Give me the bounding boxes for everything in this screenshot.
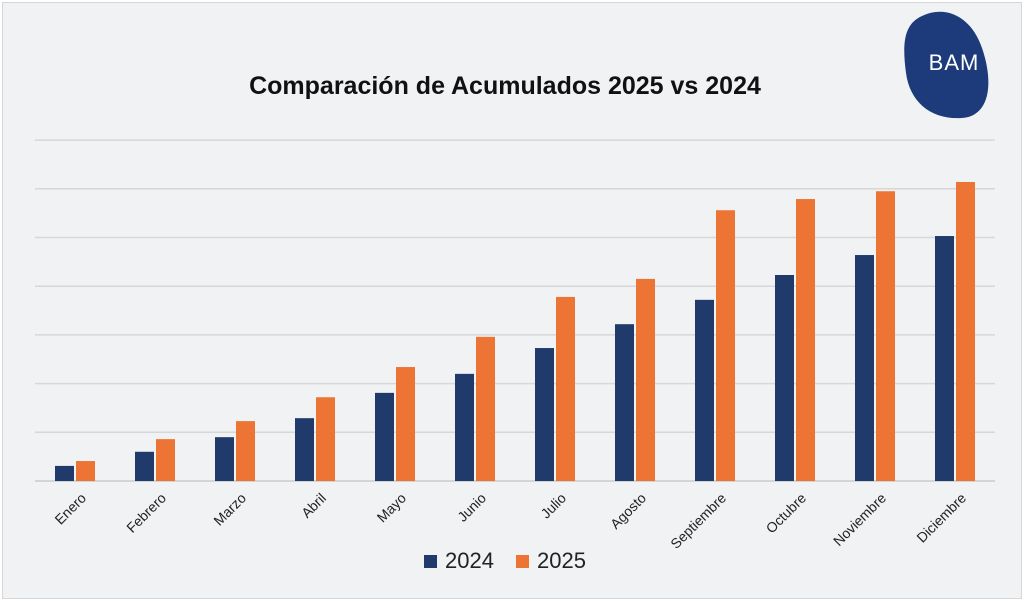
bar-2024-abril	[295, 418, 314, 481]
bar-2025-agosto	[636, 278, 655, 481]
x-tick-label: Febrero	[123, 490, 169, 536]
x-tick-label: Marzo	[210, 490, 249, 529]
bar-2025-noviembre	[876, 191, 895, 482]
x-tick-label: Octubre	[763, 490, 810, 537]
bar-2024-agosto	[615, 324, 634, 481]
x-tick-label: Abril	[298, 490, 329, 521]
logo-text: BAM	[928, 50, 980, 75]
bar-2025-junio	[476, 336, 495, 481]
legend-label: 2025	[537, 548, 586, 573]
bar-2024-junio	[455, 373, 474, 481]
bar-2024-mayo	[375, 392, 394, 481]
legend-label: 2024	[445, 548, 494, 573]
x-tick-label: Diciembre	[913, 490, 969, 546]
chart-title: Comparación de Acumulados 2025 vs 2024	[249, 72, 761, 100]
bar-2025-febrero	[156, 439, 175, 481]
x-tick-label: Septiembre	[667, 490, 729, 552]
bar-2025-enero	[76, 461, 95, 481]
bar-2025-julio	[556, 296, 575, 481]
bam-logo	[904, 11, 989, 119]
legend-item-2025: 2025	[516, 548, 586, 574]
bar-2024-febrero	[135, 451, 154, 481]
bar-2025-septiembre	[716, 210, 735, 481]
legend-swatch	[516, 554, 529, 568]
x-tick-label: Julio	[537, 490, 569, 522]
bar-2025-abril	[316, 397, 335, 481]
bar-2025-octubre	[796, 199, 815, 482]
bar-2024-noviembre	[855, 255, 874, 481]
bar-2024-diciembre	[935, 236, 954, 481]
bar-2025-mayo	[396, 367, 415, 481]
x-tick-label: Enero	[51, 490, 89, 528]
bar-2024-julio	[535, 348, 554, 481]
legend-swatch	[424, 554, 438, 568]
legend: 2024 2025	[0, 548, 1010, 574]
bar-2024-octubre	[775, 274, 794, 481]
bar-2024-enero	[55, 465, 74, 481]
bar-2024-septiembre	[695, 299, 714, 481]
x-tick-label: Agosto	[607, 490, 649, 532]
bar-2025-diciembre	[956, 181, 975, 481]
bar-2025-marzo	[236, 421, 255, 481]
x-tick-label: Noviembre	[830, 490, 889, 549]
x-tick-label: Junio	[454, 490, 489, 525]
bar-2024-marzo	[215, 437, 234, 481]
legend-item-2024: 2024	[424, 548, 494, 574]
x-tick-label: Mayo	[374, 490, 410, 526]
